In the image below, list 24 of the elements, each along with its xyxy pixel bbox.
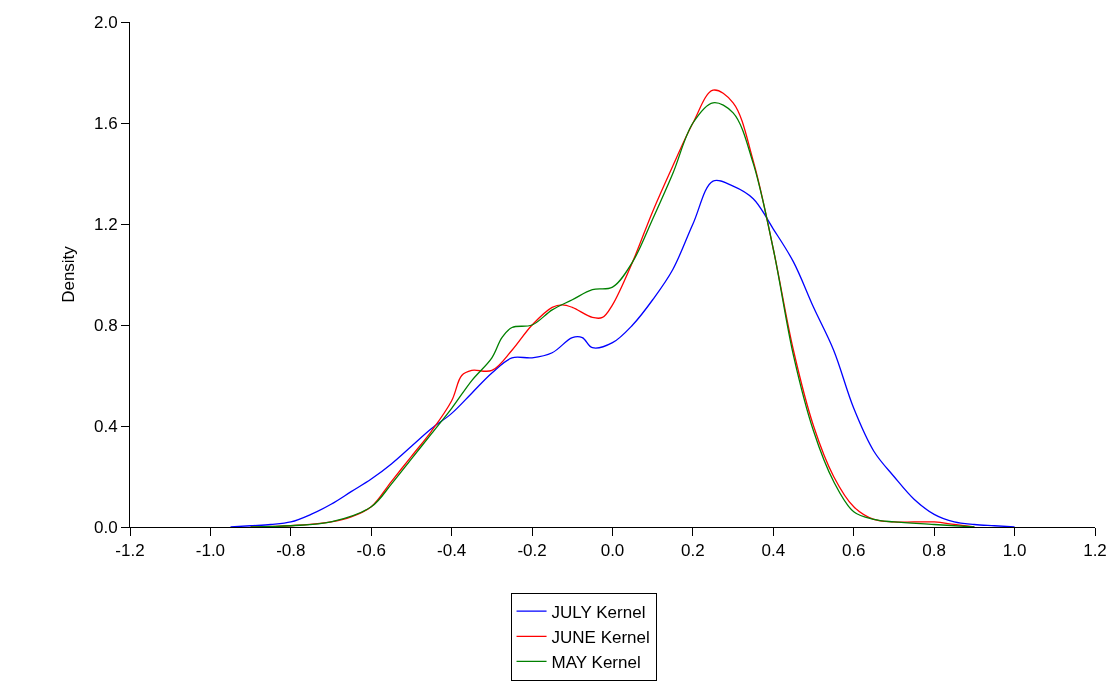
y-axis-title: Density (58, 245, 78, 303)
y-tick-label: 0.8 (93, 315, 118, 335)
legend-label: JULY Kernel (551, 602, 646, 622)
x-tick-label: 0.8 (922, 541, 946, 561)
x-tick-label: -0.8 (276, 541, 306, 561)
legend-label: JUNE Kernel (551, 627, 650, 647)
line-series (229, 179, 1016, 527)
x-tick-label: -0.6 (356, 541, 386, 561)
x-tick-label: -0.4 (437, 541, 467, 561)
y-tick-label: 0.0 (93, 517, 118, 537)
x-tick-label: 0.2 (681, 541, 705, 561)
x-tick-label: 1.0 (1002, 541, 1027, 561)
y-tick-label: 2.0 (93, 12, 118, 32)
x-tick-label: -1.0 (195, 541, 226, 561)
x-tick-label: -0.2 (517, 541, 547, 561)
legend-label: MAY Kernel (551, 653, 641, 673)
x-tick-label: 0.4 (761, 541, 786, 561)
y-tick-label: 0.4 (93, 416, 118, 436)
x-tick-label: 0.6 (841, 541, 866, 561)
x-tick-label: -1.2 (115, 541, 145, 561)
y-tick-label: 1.6 (93, 113, 118, 133)
y-tick-label: 1.2 (93, 214, 118, 234)
x-tick-label: 0.0 (600, 541, 625, 561)
x-tick-label: 1.2 (1083, 541, 1107, 561)
